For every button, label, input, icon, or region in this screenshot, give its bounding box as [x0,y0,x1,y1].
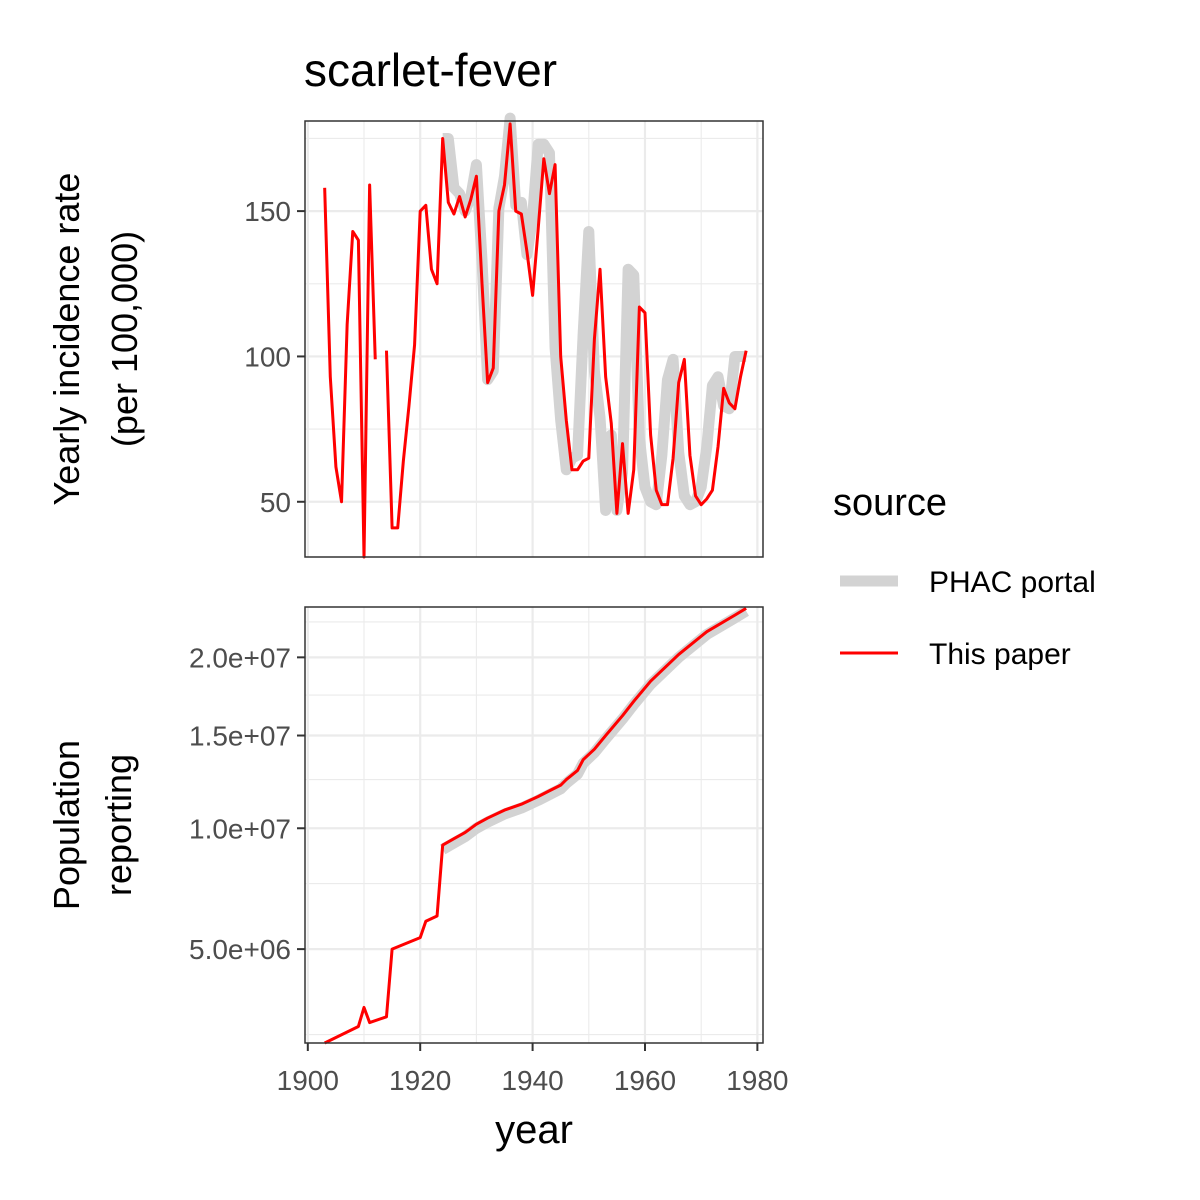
incidence-panel-border [304,120,764,558]
population-y-tick-label: 1.5e+07 [189,721,291,752]
population-y-tick-label: 2.0e+07 [189,642,291,673]
incidence-panel: 50 100 150 Yearly incidence rate (per 100,… [46,112,764,559]
population-y-axis: 5.0e+06 1.0e+07 1.5e+07 2.0e+07 [189,642,305,965]
incidence-y-tick-label: 50 [260,487,291,518]
incidence-series [323,112,748,559]
legend: source PHAC portal This paper [833,482,1096,671]
x-axis-label: year [495,1108,573,1152]
incidence-y-axis: 50 100 150 [244,196,305,518]
incidence-series-this-paper-line [323,122,748,559]
population-y-tick-label: 1.0e+07 [189,813,291,844]
population-panel-background [305,607,763,1043]
population-x-tick-label: 1960 [614,1065,676,1096]
incidence-y-label-line2: (per 100,000) [104,231,145,447]
population-series-phac-portal-line [439,606,749,855]
population-x-tick-label: 1920 [389,1065,451,1096]
legend-title: source [833,482,947,524]
incidence-y-tick-label: 150 [244,196,291,227]
population-y-label-line2: reporting [98,754,139,896]
population-panel-border [304,606,764,1044]
incidence-y-tick-label: 100 [244,341,291,372]
population-series [324,606,749,1045]
population-y-tick-label: 5.0e+06 [189,934,291,965]
chart-title: scarlet-fever [304,44,557,96]
population-x-tick-label: 1980 [726,1065,788,1096]
legend-label-this-paper: This paper [929,638,1071,671]
population-x-tick-label: 1940 [501,1065,563,1096]
population-panel: 5.0e+06 1.0e+07 1.5e+07 2.0e+07 1900 1920 194… [46,606,789,1152]
population-x-axis: 1900 1920 1940 1960 1980 [277,1043,789,1096]
population-y-label-line1: Population [46,740,87,910]
incidence-y-label-line1: Yearly incidence rate [46,173,87,506]
population-series-this-paper-line [324,607,747,1045]
population-x-tick-label: 1900 [277,1065,339,1096]
legend-label-phac-portal: PHAC portal [929,566,1096,599]
